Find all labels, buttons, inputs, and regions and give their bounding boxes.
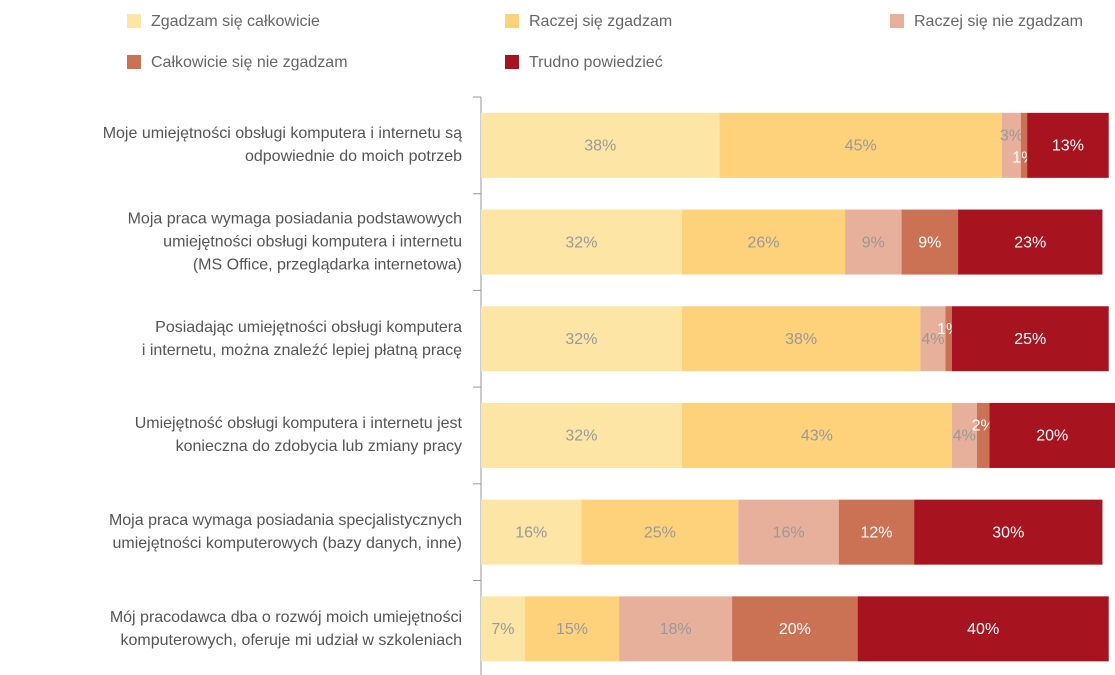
bar-segment	[920, 306, 946, 372]
bar-segment	[951, 306, 1109, 372]
data-label: 40%	[967, 621, 999, 638]
bar-segment	[838, 499, 915, 565]
bar-segment	[845, 209, 902, 275]
bar-segment	[1002, 112, 1021, 178]
data-label: 25%	[1014, 331, 1046, 348]
bar-segment	[581, 499, 739, 565]
bar-segment	[481, 209, 682, 275]
bar-segment	[857, 596, 1109, 662]
data-label: 9%	[862, 234, 885, 251]
bar-segment	[901, 209, 959, 275]
data-label: 32%	[565, 331, 597, 348]
data-label: 13%	[1052, 138, 1084, 155]
bar-segment	[1027, 112, 1109, 178]
data-label: 45%	[845, 138, 877, 155]
bar-segment	[481, 112, 720, 178]
bar-segment	[738, 499, 839, 565]
data-label: 20%	[1036, 428, 1068, 445]
bar-segment	[481, 402, 682, 468]
legend-label: Zgadzam się całkowicie	[151, 13, 320, 30]
legend-label: Raczej się nie zgadzam	[914, 13, 1083, 30]
data-label: 4%	[921, 331, 944, 348]
bar-segment	[681, 306, 921, 372]
data-label: 12%	[860, 524, 892, 541]
bar-segment	[958, 209, 1103, 275]
bar-segment	[989, 402, 1115, 468]
bar-segment	[681, 402, 952, 468]
bar-segment	[481, 596, 525, 662]
data-label: 2%	[972, 418, 995, 435]
bar-segment	[524, 596, 620, 662]
bar-segment	[914, 499, 1103, 565]
legend-label: Całkowicie się nie zgadzam	[151, 54, 348, 71]
category-label: Moja praca wymaga posiadania podstawowyc…	[127, 210, 462, 274]
category-label: Moje umiejętności obsługi komputera i in…	[102, 125, 462, 166]
data-label: 25%	[644, 524, 676, 541]
category-label: Umiejętność obsługi komputera i internet…	[134, 415, 462, 456]
data-label: 16%	[773, 524, 805, 541]
data-label: 38%	[785, 331, 817, 348]
legend-swatch	[127, 14, 141, 28]
category-label: Mój pracodawca dba o rozwój moich umieję…	[109, 608, 462, 649]
bar-segment	[1020, 112, 1028, 178]
legend-label: Trudno powiedzieć	[529, 54, 663, 71]
data-label: 30%	[992, 524, 1024, 541]
bar-segment	[619, 596, 733, 662]
data-label: 32%	[565, 428, 597, 445]
bar-segment	[681, 209, 846, 275]
data-label: 43%	[801, 428, 833, 445]
bar-segment	[951, 402, 977, 468]
data-label: 32%	[565, 234, 597, 251]
bar-segment	[945, 306, 952, 372]
category-label: Posiadając umiejętności obsługi komputer…	[141, 318, 462, 359]
data-label: 38%	[584, 138, 616, 155]
bar-segment	[481, 306, 682, 372]
bar-segment	[481, 499, 582, 565]
bar-segment	[732, 596, 858, 662]
data-label: 15%	[556, 621, 588, 638]
data-label: 7%	[491, 621, 514, 638]
legend-swatch	[505, 14, 519, 28]
data-label: 26%	[747, 234, 779, 251]
data-label: 20%	[779, 621, 811, 638]
legend-label: Raczej się zgadzam	[529, 13, 672, 30]
legend-swatch	[127, 55, 141, 69]
bar-segment	[976, 402, 990, 468]
bar-segment	[719, 112, 1003, 178]
data-label: 3%	[1000, 128, 1023, 145]
legend-swatch	[505, 55, 519, 69]
data-label: 23%	[1014, 234, 1046, 251]
data-label: 4%	[953, 428, 976, 445]
data-label: 18%	[660, 621, 692, 638]
legend-swatch	[890, 14, 904, 28]
category-label: Moja praca wymaga posiadania specjalisty…	[108, 512, 462, 553]
data-label: 9%	[918, 234, 941, 251]
data-label: 16%	[515, 524, 547, 541]
